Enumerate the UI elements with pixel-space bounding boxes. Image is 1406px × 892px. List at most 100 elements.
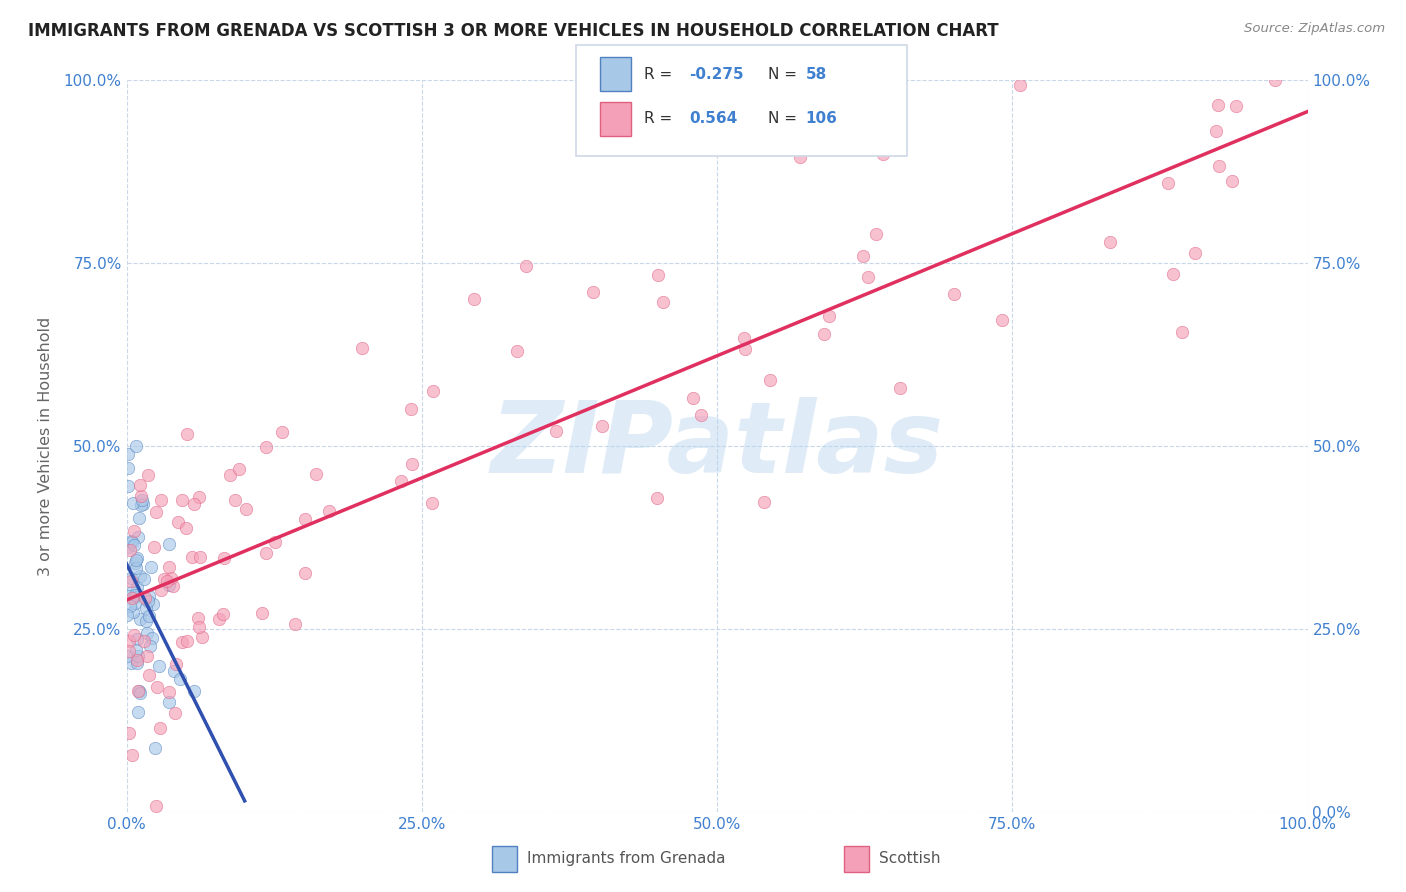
Point (141, 631, 163, 645)
Point (183, 684, 205, 698)
Point (582, 285, 605, 299)
Point (138, 667, 160, 681)
Point (212, 550, 235, 565)
Point (138, 594, 160, 608)
Point (420, 496, 443, 510)
Point (132, 497, 155, 511)
Point (124, 596, 146, 610)
Point (120, 599, 142, 613)
Point (134, 600, 156, 615)
Point (733, 331, 755, 345)
Point (125, 580, 148, 594)
Point (170, 492, 193, 507)
Point (157, 578, 180, 592)
Point (146, 680, 169, 694)
Point (145, 798, 167, 813)
Point (115, 608, 138, 623)
Point (139, 639, 162, 653)
Point (128, 684, 150, 698)
Point (149, 721, 172, 735)
Point (132, 634, 155, 648)
Point (271, 425, 294, 440)
Point (818, 310, 841, 324)
Text: N =: N = (768, 67, 801, 81)
Point (1163, 268, 1185, 282)
Text: IMMIGRANTS FROM GRENADA VS SCOTTISH 3 OR MORE VEHICLES IN HOUSEHOLD CORRELATION : IMMIGRANTS FROM GRENADA VS SCOTTISH 3 OR… (28, 22, 998, 40)
Point (506, 343, 529, 358)
Point (162, 579, 184, 593)
Point (135, 626, 157, 640)
Point (124, 591, 146, 605)
Point (156, 574, 179, 588)
Point (169, 672, 191, 686)
Point (135, 614, 157, 628)
Point (758, 373, 780, 387)
Point (1098, 235, 1121, 249)
Point (1184, 245, 1206, 260)
Point (647, 491, 669, 505)
Point (118, 644, 141, 658)
Point (167, 516, 190, 530)
Point (153, 572, 176, 586)
Point (129, 490, 152, 504)
Point (401, 458, 423, 472)
Point (254, 546, 277, 560)
Y-axis label: 3 or more Vehicles in Household: 3 or more Vehicles in Household (38, 317, 52, 575)
Point (212, 607, 235, 622)
Point (208, 612, 231, 626)
Point (176, 634, 198, 648)
Point (176, 426, 198, 441)
Point (157, 560, 180, 574)
Point (219, 468, 242, 483)
Point (305, 467, 328, 482)
Point (124, 524, 146, 538)
Point (148, 659, 170, 673)
Point (250, 607, 273, 621)
Point (1220, 174, 1243, 188)
Point (1157, 177, 1180, 191)
Point (224, 493, 246, 508)
Point (117, 540, 139, 554)
Point (181, 549, 204, 564)
Point (682, 391, 704, 405)
Point (942, 287, 965, 301)
Point (284, 616, 307, 631)
Point (188, 619, 211, 633)
Point (124, 588, 146, 602)
Point (1205, 124, 1227, 138)
Point (118, 726, 141, 740)
Text: ZIPatlas: ZIPatlas (491, 398, 943, 494)
Point (165, 706, 187, 721)
Point (131, 493, 153, 508)
Point (125, 642, 148, 657)
Point (172, 634, 194, 648)
Point (117, 447, 139, 461)
Point (124, 556, 146, 570)
Point (120, 543, 142, 558)
Point (122, 538, 145, 552)
Point (187, 611, 209, 625)
Point (121, 605, 143, 619)
Point (191, 630, 214, 644)
Point (463, 292, 485, 306)
Point (127, 649, 149, 664)
Point (1171, 325, 1194, 339)
Point (128, 530, 150, 544)
Point (122, 495, 145, 509)
Text: R =: R = (644, 112, 678, 126)
Point (813, 326, 835, 341)
Point (188, 490, 211, 504)
Point (754, 495, 776, 509)
Point (157, 695, 180, 709)
Point (115, 648, 138, 663)
Point (136, 649, 159, 664)
Point (118, 634, 141, 648)
Point (294, 512, 316, 526)
Point (399, 401, 422, 416)
Point (127, 653, 149, 667)
Point (127, 684, 149, 698)
Point (128, 686, 150, 700)
Point (129, 498, 152, 512)
Point (991, 312, 1014, 326)
Point (852, 249, 875, 263)
